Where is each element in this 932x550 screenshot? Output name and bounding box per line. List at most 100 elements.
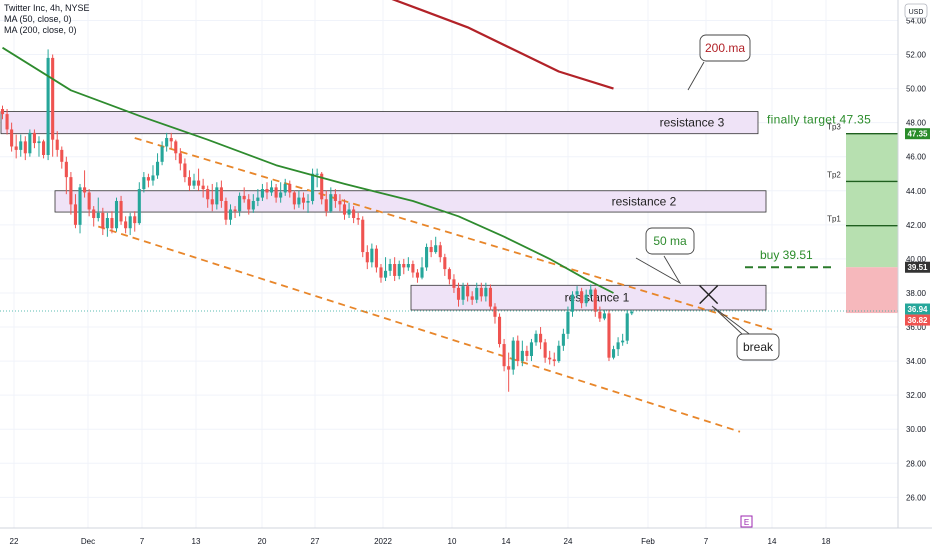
trend-line <box>134 137 773 331</box>
candle-body <box>602 313 606 319</box>
candle-body <box>251 200 255 210</box>
candle-body <box>32 132 36 144</box>
candle-body <box>452 279 456 288</box>
callout-break: break <box>711 305 780 361</box>
time-tick-label: 10 <box>448 537 457 546</box>
callout-box <box>736 333 780 361</box>
candle-body <box>388 264 392 271</box>
candle-body <box>338 200 342 205</box>
candle-body <box>92 209 96 219</box>
candle-body <box>497 316 502 345</box>
callout-text: 200.ma <box>705 41 745 55</box>
callout-box <box>699 34 751 62</box>
time-tick-label: 24 <box>564 537 573 546</box>
candle-body <box>630 311 634 314</box>
price-label-text: 39.51 <box>907 263 928 272</box>
candle-body <box>165 137 169 147</box>
callout-text: break <box>743 340 774 354</box>
ma200-line <box>391 0 614 90</box>
time-tick-label: 7 <box>704 537 709 546</box>
candle-body <box>146 177 150 181</box>
price-tick-label: 36.00 <box>906 323 927 332</box>
resistance-zone <box>54 190 767 213</box>
price-tick-label: 26.00 <box>906 493 927 502</box>
price-label-bg <box>905 314 930 326</box>
candle-body <box>297 197 301 205</box>
price-tick-label: 32.00 <box>906 391 927 400</box>
time-tick-label: 13 <box>192 537 201 546</box>
price-label-bg <box>905 261 930 273</box>
candle-body <box>292 192 296 205</box>
candle-body <box>379 267 383 278</box>
candle-body <box>28 132 32 154</box>
candle-body <box>607 313 611 358</box>
candle-body <box>151 175 155 181</box>
legend-symbol: Twitter Inc, 4h, NYSE <box>4 3 90 13</box>
time-tick-label: 20 <box>258 537 267 546</box>
candle-body <box>625 313 629 341</box>
candle-body <box>133 216 137 224</box>
price-tick-label: 34.00 <box>906 357 927 366</box>
time-axis-bg <box>0 528 932 550</box>
candle-body <box>365 252 369 263</box>
price-tick-label: 46.00 <box>906 153 927 162</box>
price-label-bg <box>905 128 930 140</box>
earnings-event-marker: E <box>740 515 753 528</box>
candle-body <box>616 342 620 350</box>
callout-50ma: 50 ma <box>635 227 695 285</box>
candle-body <box>197 180 201 186</box>
candle-body <box>320 173 324 200</box>
buy-text: buy 39.51 <box>760 248 813 262</box>
candle-body <box>96 212 100 219</box>
candle-body <box>83 187 87 193</box>
zone-label: resistance 3 <box>660 116 725 130</box>
candle-body <box>507 366 511 370</box>
candle-body <box>265 189 269 193</box>
resistance-zone <box>410 284 767 311</box>
time-tick-label: Feb <box>641 537 655 546</box>
candle-body <box>238 195 242 212</box>
loss-area <box>846 267 898 314</box>
candle-body <box>41 141 46 155</box>
candle-body <box>356 218 360 220</box>
zone-label: resistance 1 <box>565 291 630 305</box>
trend-line <box>97 225 741 433</box>
candle-body <box>561 333 565 346</box>
price-tick-label: 38.00 <box>906 289 927 298</box>
candle-body <box>598 311 602 319</box>
candle-body <box>552 359 556 362</box>
candle-body <box>192 180 196 186</box>
resistance-zone <box>0 111 759 135</box>
candle-body <box>137 189 141 224</box>
candle-body <box>493 306 497 317</box>
time-axis: 22 Dec 7 13 20 27 2022 10 14 24 Feb 7 14 18 <box>0 527 932 550</box>
candle-body <box>447 269 451 280</box>
time-tick-label: 27 <box>311 537 320 546</box>
callout-pointer <box>711 305 753 337</box>
candle-body <box>511 340 515 370</box>
candle-body <box>621 340 625 343</box>
candle-body <box>434 245 438 253</box>
candle-body <box>502 344 506 367</box>
candle-body <box>69 177 73 205</box>
candle-body <box>374 248 378 268</box>
callout-text: 50 ma <box>653 234 687 248</box>
candle-body <box>105 218 109 229</box>
break-cross-marker <box>699 285 719 305</box>
candle-body <box>114 200 119 229</box>
candle-body <box>73 204 78 225</box>
time-tick-label: 18 <box>822 537 831 546</box>
candle-body <box>201 185 205 190</box>
price-label-bg <box>905 303 930 315</box>
candle-body <box>64 161 68 178</box>
price-tick-label: 40.00 <box>906 255 927 264</box>
candle-body <box>37 141 41 144</box>
candle-body <box>529 342 534 356</box>
candle-body <box>155 161 160 176</box>
candle-body <box>347 209 351 215</box>
price-tick-label: 50.00 <box>906 85 927 94</box>
candle-body <box>174 141 178 154</box>
candle-body <box>570 294 575 312</box>
candle-body <box>566 311 570 334</box>
